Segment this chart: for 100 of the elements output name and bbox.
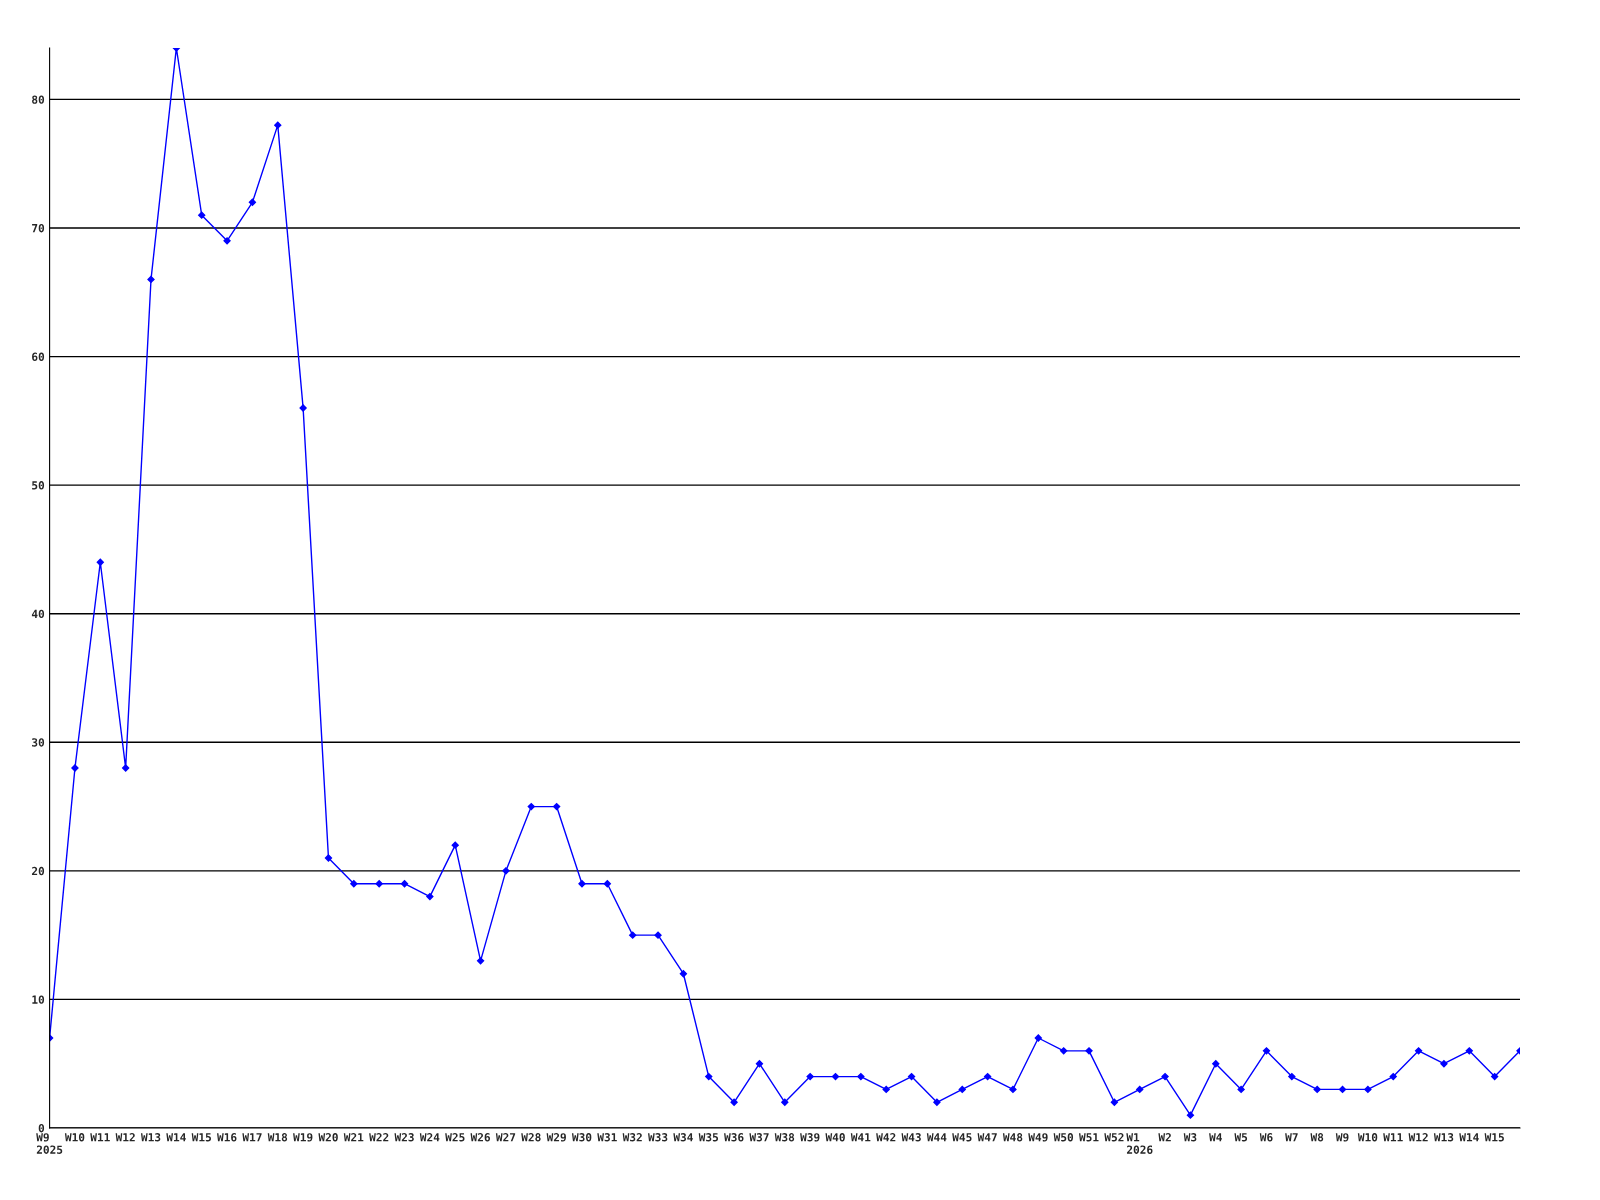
point — [1060, 1047, 1068, 1055]
x-tick-label: W50 — [1053, 1133, 1074, 1142]
x-tick-label: W5 — [1234, 1133, 1248, 1142]
x-tick-label: W41 — [850, 1133, 871, 1142]
x-tick-label: W15 — [1484, 1133, 1504, 1142]
point — [1364, 1085, 1372, 1094]
x-tick-label: W20 — [318, 1133, 338, 1142]
point — [147, 275, 155, 284]
x-tick-label: W42 — [876, 1133, 896, 1142]
x-tick-label: W24 — [419, 1133, 440, 1142]
y-tick-label: 0 — [38, 1123, 45, 1133]
point — [1440, 1060, 1448, 1068]
x-tick-label: W38 — [774, 1133, 795, 1142]
x-tick-label: W10 — [64, 1133, 85, 1142]
x-tick-label: W35 — [698, 1133, 719, 1142]
x-tick-label: W48 — [1002, 1133, 1023, 1142]
point — [578, 880, 586, 888]
point — [1212, 1060, 1220, 1068]
x-tick-label: W23 — [394, 1133, 414, 1142]
point — [1465, 1047, 1473, 1055]
point — [1136, 1085, 1144, 1094]
point — [705, 1072, 713, 1081]
point — [426, 892, 434, 901]
point — [1034, 1034, 1042, 1042]
point — [806, 1072, 814, 1081]
point — [603, 880, 611, 888]
y-tick-label: 80 — [32, 95, 45, 104]
x-tick-label: W52 — [1104, 1133, 1124, 1142]
point — [983, 1072, 992, 1081]
point — [248, 198, 257, 206]
x-tick-label: W14 — [166, 1133, 186, 1142]
x-tick-label: W13 — [1433, 1133, 1454, 1142]
y-tick-label: 30 — [32, 738, 45, 747]
point — [679, 970, 688, 978]
x-tick-label: W11 — [1383, 1133, 1403, 1142]
point — [933, 1098, 941, 1106]
x-tick-label: W51 — [1078, 1133, 1099, 1142]
x-tick-label: W29 — [546, 1133, 566, 1142]
x-tick-label: W40 — [825, 1133, 845, 1142]
y-tick-label: 70 — [32, 223, 45, 233]
point — [781, 1098, 789, 1106]
point — [198, 211, 206, 219]
point — [451, 841, 459, 849]
x-tick-label: W33 — [648, 1133, 668, 1142]
x-tick-label: W45 — [952, 1133, 972, 1142]
x-tick-label: W18 — [267, 1133, 288, 1142]
x-tick-label: W19 — [293, 1133, 313, 1142]
x-tick-label: W2 — [1158, 1133, 1171, 1142]
point — [552, 802, 561, 811]
x-tick-label: W25 — [445, 1133, 465, 1142]
x-tick-label: W49 — [1028, 1133, 1048, 1142]
point — [476, 957, 485, 965]
x-tick-label: W22 — [369, 1133, 389, 1142]
point — [274, 121, 282, 129]
y-tick-label: 60 — [32, 352, 45, 361]
point — [958, 1085, 966, 1094]
x-tick-label: W4 — [1209, 1133, 1222, 1142]
point — [1186, 1111, 1195, 1119]
point — [324, 854, 333, 862]
y-tick-label: 50 — [32, 481, 45, 490]
point — [1009, 1085, 1017, 1094]
x-tick-label: W12 — [115, 1133, 135, 1142]
y-tick-label: 20 — [31, 866, 45, 876]
x-tick-label: W17 — [242, 1133, 262, 1142]
x-tick-label: W13 — [140, 1133, 161, 1142]
x-tick-label: W30 — [571, 1133, 592, 1142]
x-tick-label: W16 — [217, 1133, 237, 1142]
x-tick-label: W43 — [901, 1133, 921, 1142]
x-tick-label: W21 — [343, 1133, 364, 1142]
point — [907, 1072, 916, 1081]
x-tick-label: W3 — [1183, 1133, 1197, 1142]
x-tick-label: W37 — [749, 1133, 769, 1142]
x-tick-label: W9 — [1335, 1133, 1349, 1142]
y-tick-label: 40 — [31, 609, 45, 619]
x-tick-label: W28 — [521, 1133, 541, 1142]
point — [350, 880, 358, 888]
point — [375, 880, 383, 888]
point — [654, 931, 662, 939]
point — [96, 558, 104, 566]
x-tick-label: W36 — [724, 1133, 744, 1142]
point — [1389, 1072, 1397, 1081]
point — [1288, 1072, 1296, 1081]
x-tick-label: W6 — [1259, 1133, 1273, 1142]
x-tick-label: W26 — [470, 1133, 491, 1142]
x-tick-label: W27 — [495, 1133, 516, 1142]
point — [755, 1060, 764, 1068]
x-tick-label: W39 — [800, 1133, 820, 1142]
point — [1491, 1072, 1499, 1081]
x-tick-label: W8 — [1310, 1133, 1324, 1142]
point — [400, 880, 409, 888]
x-tick-label: W12 — [1408, 1133, 1428, 1142]
y-tick-label: 10 — [32, 995, 45, 1004]
point — [1161, 1072, 1169, 1081]
point — [629, 931, 637, 939]
x-tick-label: W32 — [622, 1133, 642, 1142]
x-tick-label: W44 — [926, 1133, 947, 1142]
point — [502, 867, 510, 875]
point — [882, 1085, 890, 1094]
x-tick-label: W34 — [673, 1133, 693, 1142]
point — [1414, 1047, 1423, 1055]
